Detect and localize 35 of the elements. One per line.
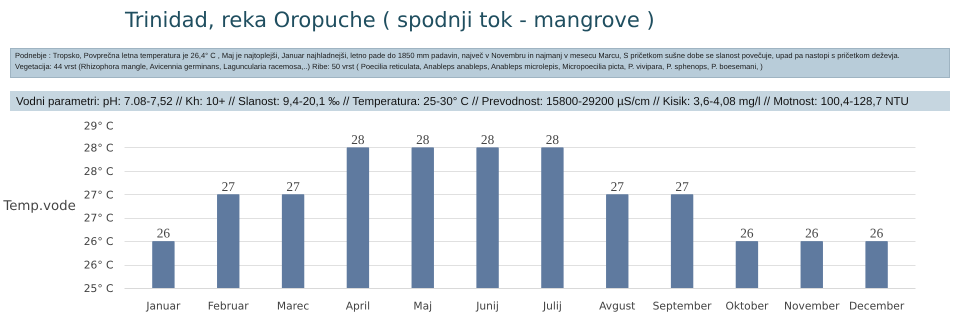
data-label: 27 [675, 178, 690, 194]
x-tick-label: Januar [145, 300, 182, 312]
data-label: 28 [546, 132, 560, 147]
y-tick-label: 26° C [84, 258, 114, 272]
x-tick-label: November [784, 300, 840, 312]
y-axis-title: Temp.vode [2, 199, 76, 214]
data-label: 26 [870, 226, 884, 241]
data-label: 26 [156, 226, 170, 241]
data-label: 27 [610, 178, 624, 194]
x-tick-label: September [652, 300, 712, 312]
data-label: 27 [222, 178, 236, 194]
y-tick-label: 28° C [84, 164, 114, 178]
x-tick-label: Oktober [725, 300, 770, 312]
x-tick-label: Februar [208, 300, 250, 312]
x-tick-label: Maj [413, 300, 432, 312]
y-tick-label: 25° C [84, 282, 114, 295]
chart-title: Trinidad, reka Oropuche ( spodnji tok - mangrove ) [125, 7, 655, 34]
x-tick-label: December [848, 300, 905, 312]
data-label: 26 [805, 226, 819, 241]
y-tick-label: 26° C [84, 235, 114, 248]
data-label: 28 [351, 132, 365, 147]
data-label: 26 [740, 226, 754, 241]
y-tick-label: 27° C [84, 212, 114, 225]
x-tick-label: April [346, 300, 370, 312]
y-tick-label: 29° C [84, 120, 114, 132]
y-tick-label: 27° C [84, 188, 114, 202]
text: Vodni parametri: pH: 7.08-7,52 // Kh: 10+ // Slanost: 9,4-20,1 ‰ // Temperatura: 25-30° C // Prevodnost: 15800-29200 µS/cm // Kisik: 3,6-4,08 mg/l // Motnost: 100,4-128,7 NTU [16, 95, 909, 110]
data-label: 28 [480, 132, 495, 147]
y-tick-label: 28° C [84, 141, 114, 154]
x-tick-label: Junij [475, 300, 499, 312]
x-tick-label: Avgust [599, 300, 636, 312]
data-label: 27 [286, 178, 300, 194]
x-tick-label: Marec [276, 300, 310, 312]
x-tick-label: Julij [542, 300, 562, 312]
data-label: 28 [416, 132, 430, 147]
